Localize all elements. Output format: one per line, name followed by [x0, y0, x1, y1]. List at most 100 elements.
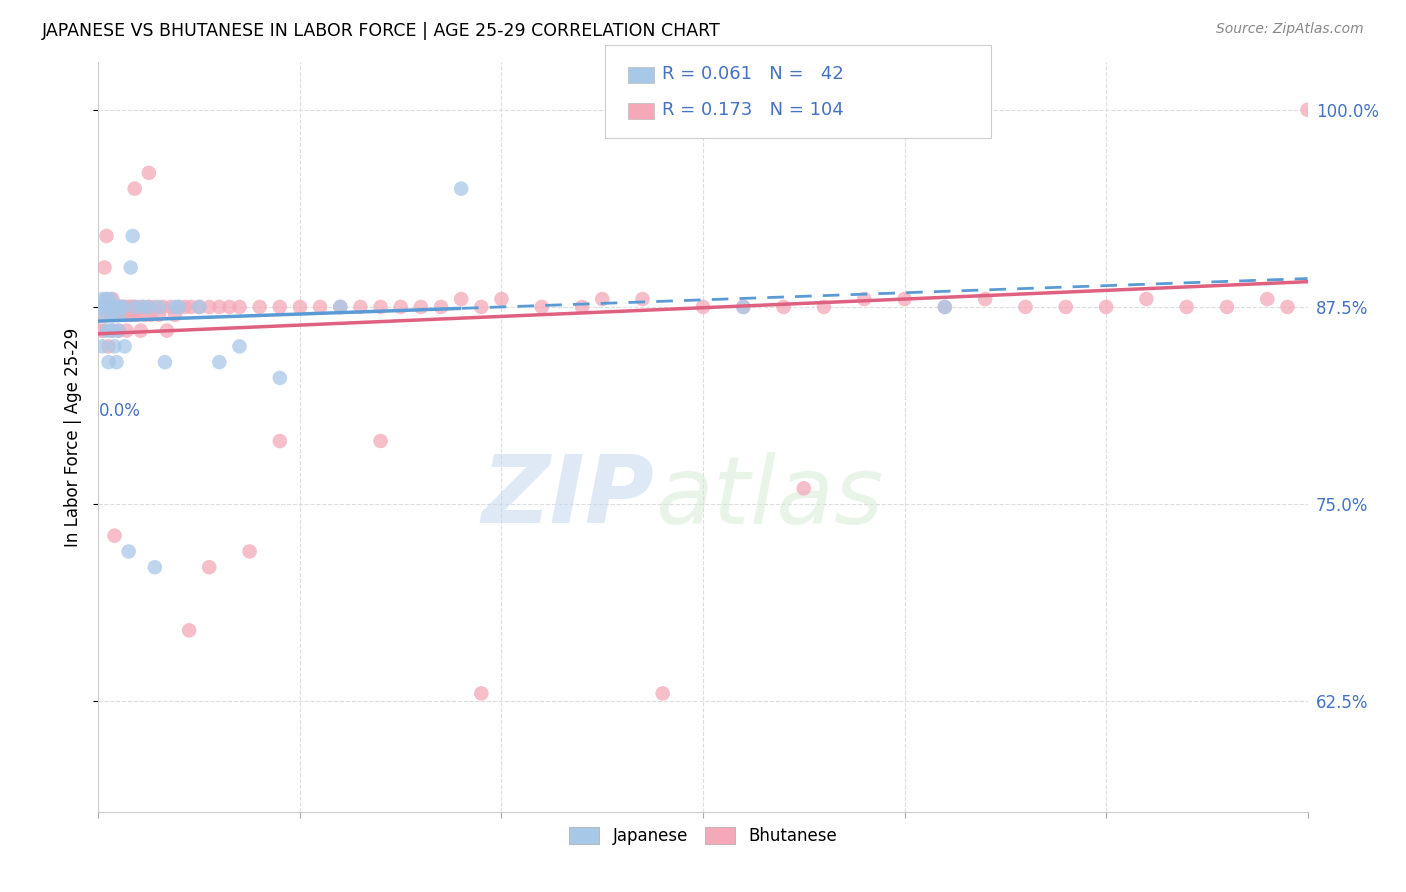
- Point: [163, 300, 186, 314]
- Point: [96, 292, 118, 306]
- Point: [93, 300, 115, 314]
- Point: [110, 308, 132, 322]
- Point: [733, 300, 755, 314]
- Point: [111, 300, 134, 314]
- Point: [107, 300, 129, 314]
- Point: [91, 292, 114, 306]
- Point: [269, 371, 291, 385]
- Point: [1256, 292, 1278, 306]
- Point: [114, 308, 136, 322]
- Point: [813, 300, 835, 314]
- Point: [309, 300, 332, 314]
- Point: [329, 300, 352, 314]
- Point: [651, 686, 673, 700]
- Point: [97, 300, 120, 314]
- Point: [100, 292, 122, 306]
- Point: [132, 300, 155, 314]
- Text: ZIP: ZIP: [482, 451, 655, 543]
- Point: [120, 260, 142, 275]
- Point: [118, 308, 141, 322]
- Point: [91, 308, 114, 322]
- Point: [148, 308, 170, 322]
- Point: [114, 300, 136, 314]
- Point: [1216, 300, 1239, 314]
- Point: [118, 300, 141, 314]
- Text: JAPANESE VS BHUTANESE IN LABOR FORCE | AGE 25-29 CORRELATION CHART: JAPANESE VS BHUTANESE IN LABOR FORCE | A…: [42, 22, 721, 40]
- Y-axis label: In Labor Force | Age 25-29: In Labor Force | Age 25-29: [65, 327, 83, 547]
- Point: [1175, 300, 1198, 314]
- Point: [134, 308, 156, 322]
- Point: [1014, 300, 1036, 314]
- Point: [118, 544, 141, 558]
- Point: [124, 181, 146, 195]
- Point: [156, 324, 179, 338]
- Point: [370, 434, 392, 448]
- Point: [470, 300, 492, 314]
- Point: [188, 300, 211, 314]
- Point: [1135, 292, 1157, 306]
- Point: [114, 339, 136, 353]
- Point: [153, 355, 176, 369]
- Point: [111, 300, 134, 314]
- Point: [530, 300, 553, 314]
- Point: [89, 324, 111, 338]
- Point: [793, 481, 815, 495]
- Point: [105, 300, 128, 314]
- Point: [124, 300, 146, 314]
- Point: [89, 300, 111, 314]
- Point: [93, 260, 115, 275]
- Point: [93, 324, 115, 338]
- Point: [110, 300, 132, 314]
- Point: [103, 300, 125, 314]
- Point: [121, 229, 143, 244]
- Point: [101, 292, 124, 306]
- Point: [974, 292, 997, 306]
- Point: [148, 300, 170, 314]
- Point: [105, 308, 128, 322]
- Point: [152, 300, 174, 314]
- Point: [218, 300, 240, 314]
- Point: [239, 544, 262, 558]
- Point: [89, 300, 111, 314]
- Point: [101, 324, 124, 338]
- Point: [103, 529, 125, 543]
- Point: [288, 300, 311, 314]
- Point: [692, 300, 714, 314]
- Point: [93, 300, 115, 314]
- Point: [139, 308, 162, 322]
- Point: [1277, 300, 1299, 314]
- Point: [208, 300, 231, 314]
- Point: [1095, 300, 1118, 314]
- Point: [97, 308, 120, 322]
- Point: [1296, 103, 1319, 117]
- Point: [733, 300, 755, 314]
- Point: [450, 292, 472, 306]
- Point: [1054, 300, 1077, 314]
- Point: [100, 300, 122, 314]
- Point: [198, 300, 221, 314]
- Point: [128, 300, 150, 314]
- Point: [101, 324, 124, 338]
- Point: [132, 300, 155, 314]
- Point: [101, 300, 124, 314]
- Point: [97, 355, 120, 369]
- Point: [329, 300, 352, 314]
- Text: atlas: atlas: [655, 451, 883, 542]
- Point: [105, 355, 128, 369]
- Point: [269, 434, 291, 448]
- Point: [101, 308, 124, 322]
- Point: [138, 166, 160, 180]
- Point: [934, 300, 956, 314]
- Point: [591, 292, 613, 306]
- Point: [198, 560, 221, 574]
- Point: [389, 300, 412, 314]
- Point: [208, 355, 231, 369]
- Point: [179, 624, 201, 638]
- Point: [138, 300, 160, 314]
- Point: [163, 308, 186, 322]
- Point: [349, 300, 371, 314]
- Point: [121, 300, 143, 314]
- Text: R = 0.173   N = 104: R = 0.173 N = 104: [662, 101, 844, 119]
- Point: [430, 300, 453, 314]
- Point: [450, 181, 472, 195]
